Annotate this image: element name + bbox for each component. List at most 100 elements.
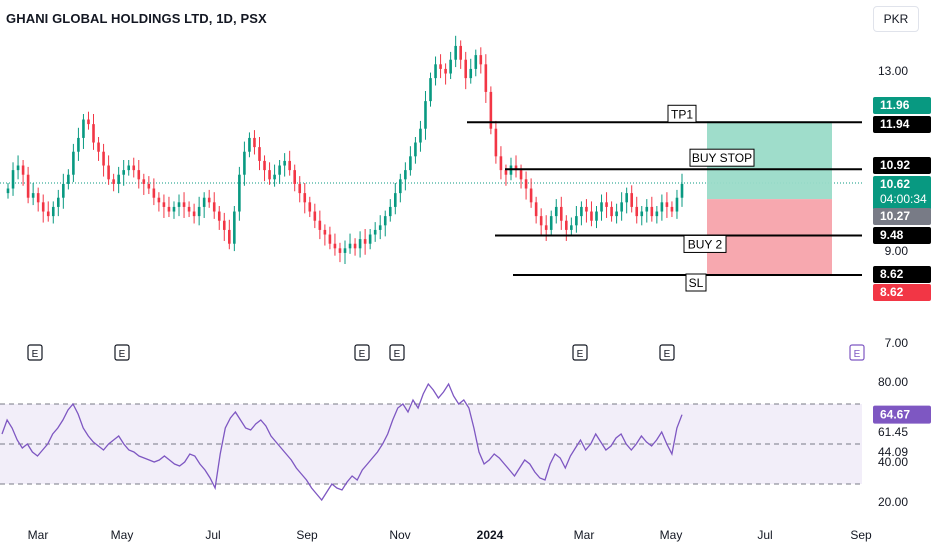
candle-body [565,220,568,230]
candle-body [554,206,558,217]
candle-body [675,197,679,212]
candle-body [298,183,302,194]
price-label: 10.92 [880,158,910,172]
candle-body [343,248,347,253]
candle-body [273,174,276,180]
price-label: 11.96 [880,98,910,112]
candle-body [268,170,271,180]
candle-body [444,68,447,74]
candle-body [26,174,30,198]
time-tick: May [660,528,683,542]
earnings-marker [114,344,130,361]
candle-body [595,211,598,221]
candle-body [474,55,478,69]
price-label: 8.62 [880,285,904,299]
candle-body [605,202,608,207]
level-label-box [667,104,697,123]
rsi-value-box [873,405,931,424]
price-label-box [873,157,931,174]
candle-body [16,165,20,171]
candle-body [479,55,483,65]
time-tick: Jul [205,528,220,542]
earnings-marker [354,344,370,361]
candle-body [313,211,317,221]
candle-body [147,183,151,189]
candle-body [615,211,618,217]
earnings-marker-label: E [664,349,671,360]
candle-body [167,206,171,212]
candle-body [645,206,649,212]
candle-body [404,170,407,180]
earnings-marker [849,344,865,361]
candle-body [333,243,337,249]
candle-body [409,156,412,171]
candle-body [529,188,533,203]
candle-body [489,91,493,129]
price-label: 11.94 [880,117,910,131]
candle-body [328,234,332,244]
candle-body [640,211,644,217]
candle-body [650,206,654,217]
candle-body [283,160,286,166]
candle-body [82,119,85,138]
level-label: BUY 2 [688,237,723,251]
candle-body [459,45,462,60]
candle-body [11,170,15,189]
candle-body [87,119,90,125]
level-label: SL [689,276,704,290]
candle-body [212,202,216,212]
time-tick: Jul [757,528,772,542]
candle-body [338,248,342,253]
level-label-box [689,148,755,167]
candle-body [253,137,256,148]
candle-body [197,206,201,217]
candle-body [107,165,110,180]
candle-body [308,202,312,212]
candle-body [655,211,659,217]
currency-button[interactable]: PKR [873,6,919,32]
candle-body [504,170,508,175]
candle-body [303,193,307,203]
candle-body [424,101,427,129]
candle-body [162,202,166,207]
candle-body [439,64,442,69]
price-label-box [873,97,931,114]
price-label-box [873,116,931,133]
candle-body [363,239,367,244]
rsi-tick: 44.09 [878,445,908,459]
candlestick-series [6,35,684,264]
time-tick: Mar [28,528,49,542]
candle-body [187,206,191,212]
candle-body [31,193,35,198]
candle-body [514,165,518,171]
earnings-marker-label: E [577,349,584,360]
candle-body [72,151,75,175]
candle-body [6,188,10,194]
level-label-box [685,273,707,292]
candle-body [680,183,684,198]
candle-body [383,216,387,226]
candle-body [152,188,156,198]
candle-body [399,179,402,194]
candle-body [202,197,206,207]
candle-body [570,225,573,230]
candle-body [263,160,266,171]
candle-body [610,206,613,217]
candle-body [539,216,543,226]
symbol-title: GHANI GLOBAL HOLDINGS LTD, 1D, PSX [6,11,267,26]
candle-body [449,59,452,74]
earnings-marker-label: E [119,349,126,360]
earnings-marker-label: E [359,349,366,360]
loss-zone [707,199,832,275]
candle-body [635,206,639,217]
price-label: 9.48 [880,228,904,242]
rsi-line [1,382,683,502]
candle-body [620,202,623,212]
price-tick: 13.00 [878,64,908,78]
price-label-box [873,176,931,210]
candle-body [580,206,583,217]
candle-body [182,202,186,207]
candle-body [454,45,457,60]
candle-body [353,243,357,249]
